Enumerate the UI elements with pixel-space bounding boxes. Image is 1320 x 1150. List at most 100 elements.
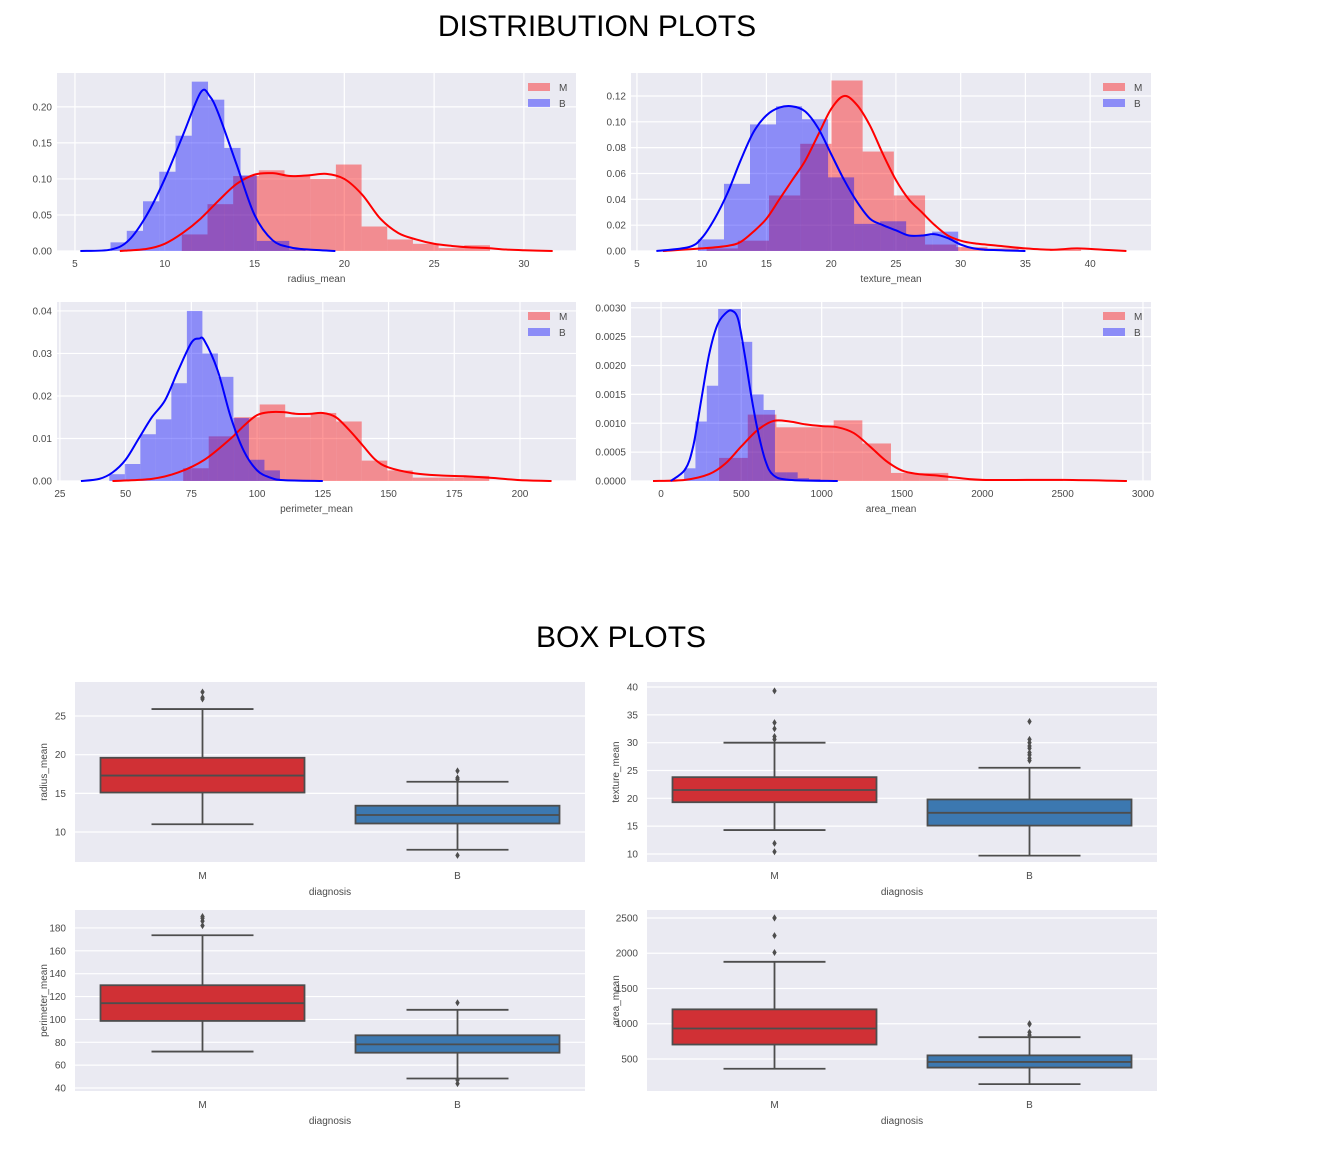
y-tick-label: 0.10 (607, 117, 627, 128)
x-tick-label: 50 (120, 489, 132, 500)
y-tick-label: 20 (627, 794, 639, 805)
histogram-bar-B (109, 474, 125, 481)
histogram-bar-M (310, 412, 337, 481)
y-tick-label: 180 (49, 923, 66, 934)
histogram-bar-M (438, 248, 465, 251)
histogram-bar-B (264, 470, 280, 481)
y-axis-label: area_mean (611, 975, 622, 1026)
outlier-point (772, 848, 777, 856)
x-axis-label: diagnosis (881, 887, 923, 898)
histogram-bar-M (310, 178, 336, 251)
outlier-point (1027, 1020, 1032, 1028)
x-tick-label: 1000 (811, 489, 834, 500)
x-tick-label: 10 (159, 259, 171, 270)
x-tick-label: M (770, 871, 778, 882)
histogram-bar-M (207, 204, 234, 251)
outlier-point (455, 1076, 460, 1084)
legend-label-M: M (1134, 83, 1142, 94)
histogram-bar-M (769, 195, 801, 251)
distribution-plot-perimeter_mean: 0.00 0.01 0.02 0.03 0.04 25 50 75 100 125 150 175 20… (33, 302, 576, 515)
histogram-bar-M (776, 427, 806, 481)
histogram-bar-M (412, 243, 439, 251)
x-axis-label: texture_mean (860, 274, 921, 285)
histogram-bar-M (737, 240, 770, 251)
histogram-bar-M (258, 170, 285, 251)
histogram-bar-B (697, 239, 724, 251)
x-tick-label: B (1026, 1100, 1033, 1111)
y-tick-label: 0.02 (607, 221, 627, 232)
histogram-bar-B (786, 472, 798, 481)
x-axis-label: radius_mean (288, 274, 346, 285)
legend-label-B: B (559, 99, 566, 110)
y-tick-label: 2500 (616, 913, 639, 924)
histogram-bar-B (718, 308, 730, 481)
kde-line-M (112, 410, 552, 482)
outlier-point (772, 733, 777, 741)
legend-label-M: M (559, 312, 567, 323)
histogram-bar-M (925, 244, 957, 251)
y-tick-label: 40 (627, 683, 639, 694)
histogram-bar-M (183, 468, 209, 481)
outlier-point (455, 1080, 460, 1088)
x-tick-label: 2000 (971, 489, 994, 500)
x-tick-label: 10 (696, 259, 708, 270)
y-tick-label: 0.04 (33, 306, 53, 317)
y-tick-label: 40 (55, 1084, 67, 1095)
histogram-bar-B (191, 81, 209, 252)
histogram-bar-B (684, 468, 696, 481)
outlier-point (772, 914, 777, 922)
kde-line-B (670, 309, 838, 482)
y-tick-label: 60 (55, 1061, 67, 1072)
x-tick-label: 25 (429, 259, 441, 270)
y-axis-label: texture_mean (611, 741, 622, 802)
y-tick-label: 2000 (616, 949, 639, 960)
axes-background (631, 302, 1151, 481)
y-tick-label: 25 (55, 712, 67, 723)
histogram-bar-B (289, 249, 306, 251)
y-tick-label: 0.05 (33, 210, 53, 221)
histogram-bar-B (723, 183, 750, 251)
distribution-plots-title: DISTRIBUTION PLOTS (437, 10, 757, 43)
histogram-bar-B (776, 106, 803, 251)
outlier-point (200, 922, 205, 930)
histogram-bar-M (259, 404, 286, 481)
box-plots-title: BOX PLOTS (535, 621, 707, 654)
legend-label-M: M (559, 83, 567, 94)
legend-label-B: B (559, 328, 566, 339)
x-tick-label: 20 (339, 259, 351, 270)
histogram-bar-B (240, 175, 257, 251)
y-tick-label: 20 (55, 750, 67, 761)
y-tick-label: 140 (49, 969, 66, 980)
histogram-bar-B (763, 409, 775, 481)
legend-swatch-M (528, 83, 550, 91)
y-tick-label: 0.0020 (595, 361, 626, 372)
axes-background (57, 302, 576, 481)
x-tick-label: M (198, 1100, 206, 1111)
x-tick-label: 150 (380, 489, 397, 500)
histogram-bar-M (361, 226, 388, 251)
histogram-bar-M (948, 480, 977, 481)
outlier-point (772, 949, 777, 957)
y-tick-label: 1500 (616, 984, 639, 995)
y-tick-label: 160 (49, 946, 66, 957)
histogram-bar-B (729, 308, 741, 481)
y-tick-label: 0.00 (33, 247, 53, 258)
x-tick-label: 5 (634, 259, 640, 270)
x-tick-label: 30 (518, 259, 530, 270)
histogram-bar-M (285, 417, 311, 481)
kde-line-M (652, 419, 1127, 482)
y-tick-label: 0.10 (33, 174, 53, 185)
histogram-bar-B (124, 463, 141, 481)
outlier-point (772, 932, 777, 940)
outlier-point (772, 719, 777, 727)
histogram-bar-M (181, 234, 208, 251)
histogram-bar-M (336, 421, 362, 481)
histogram-bar-M (463, 475, 490, 481)
x-tick-label: 0 (658, 489, 664, 500)
y-tick-label: 1000 (616, 1019, 639, 1030)
x-tick-label: 125 (314, 489, 331, 500)
histogram-bar-B (740, 341, 753, 481)
